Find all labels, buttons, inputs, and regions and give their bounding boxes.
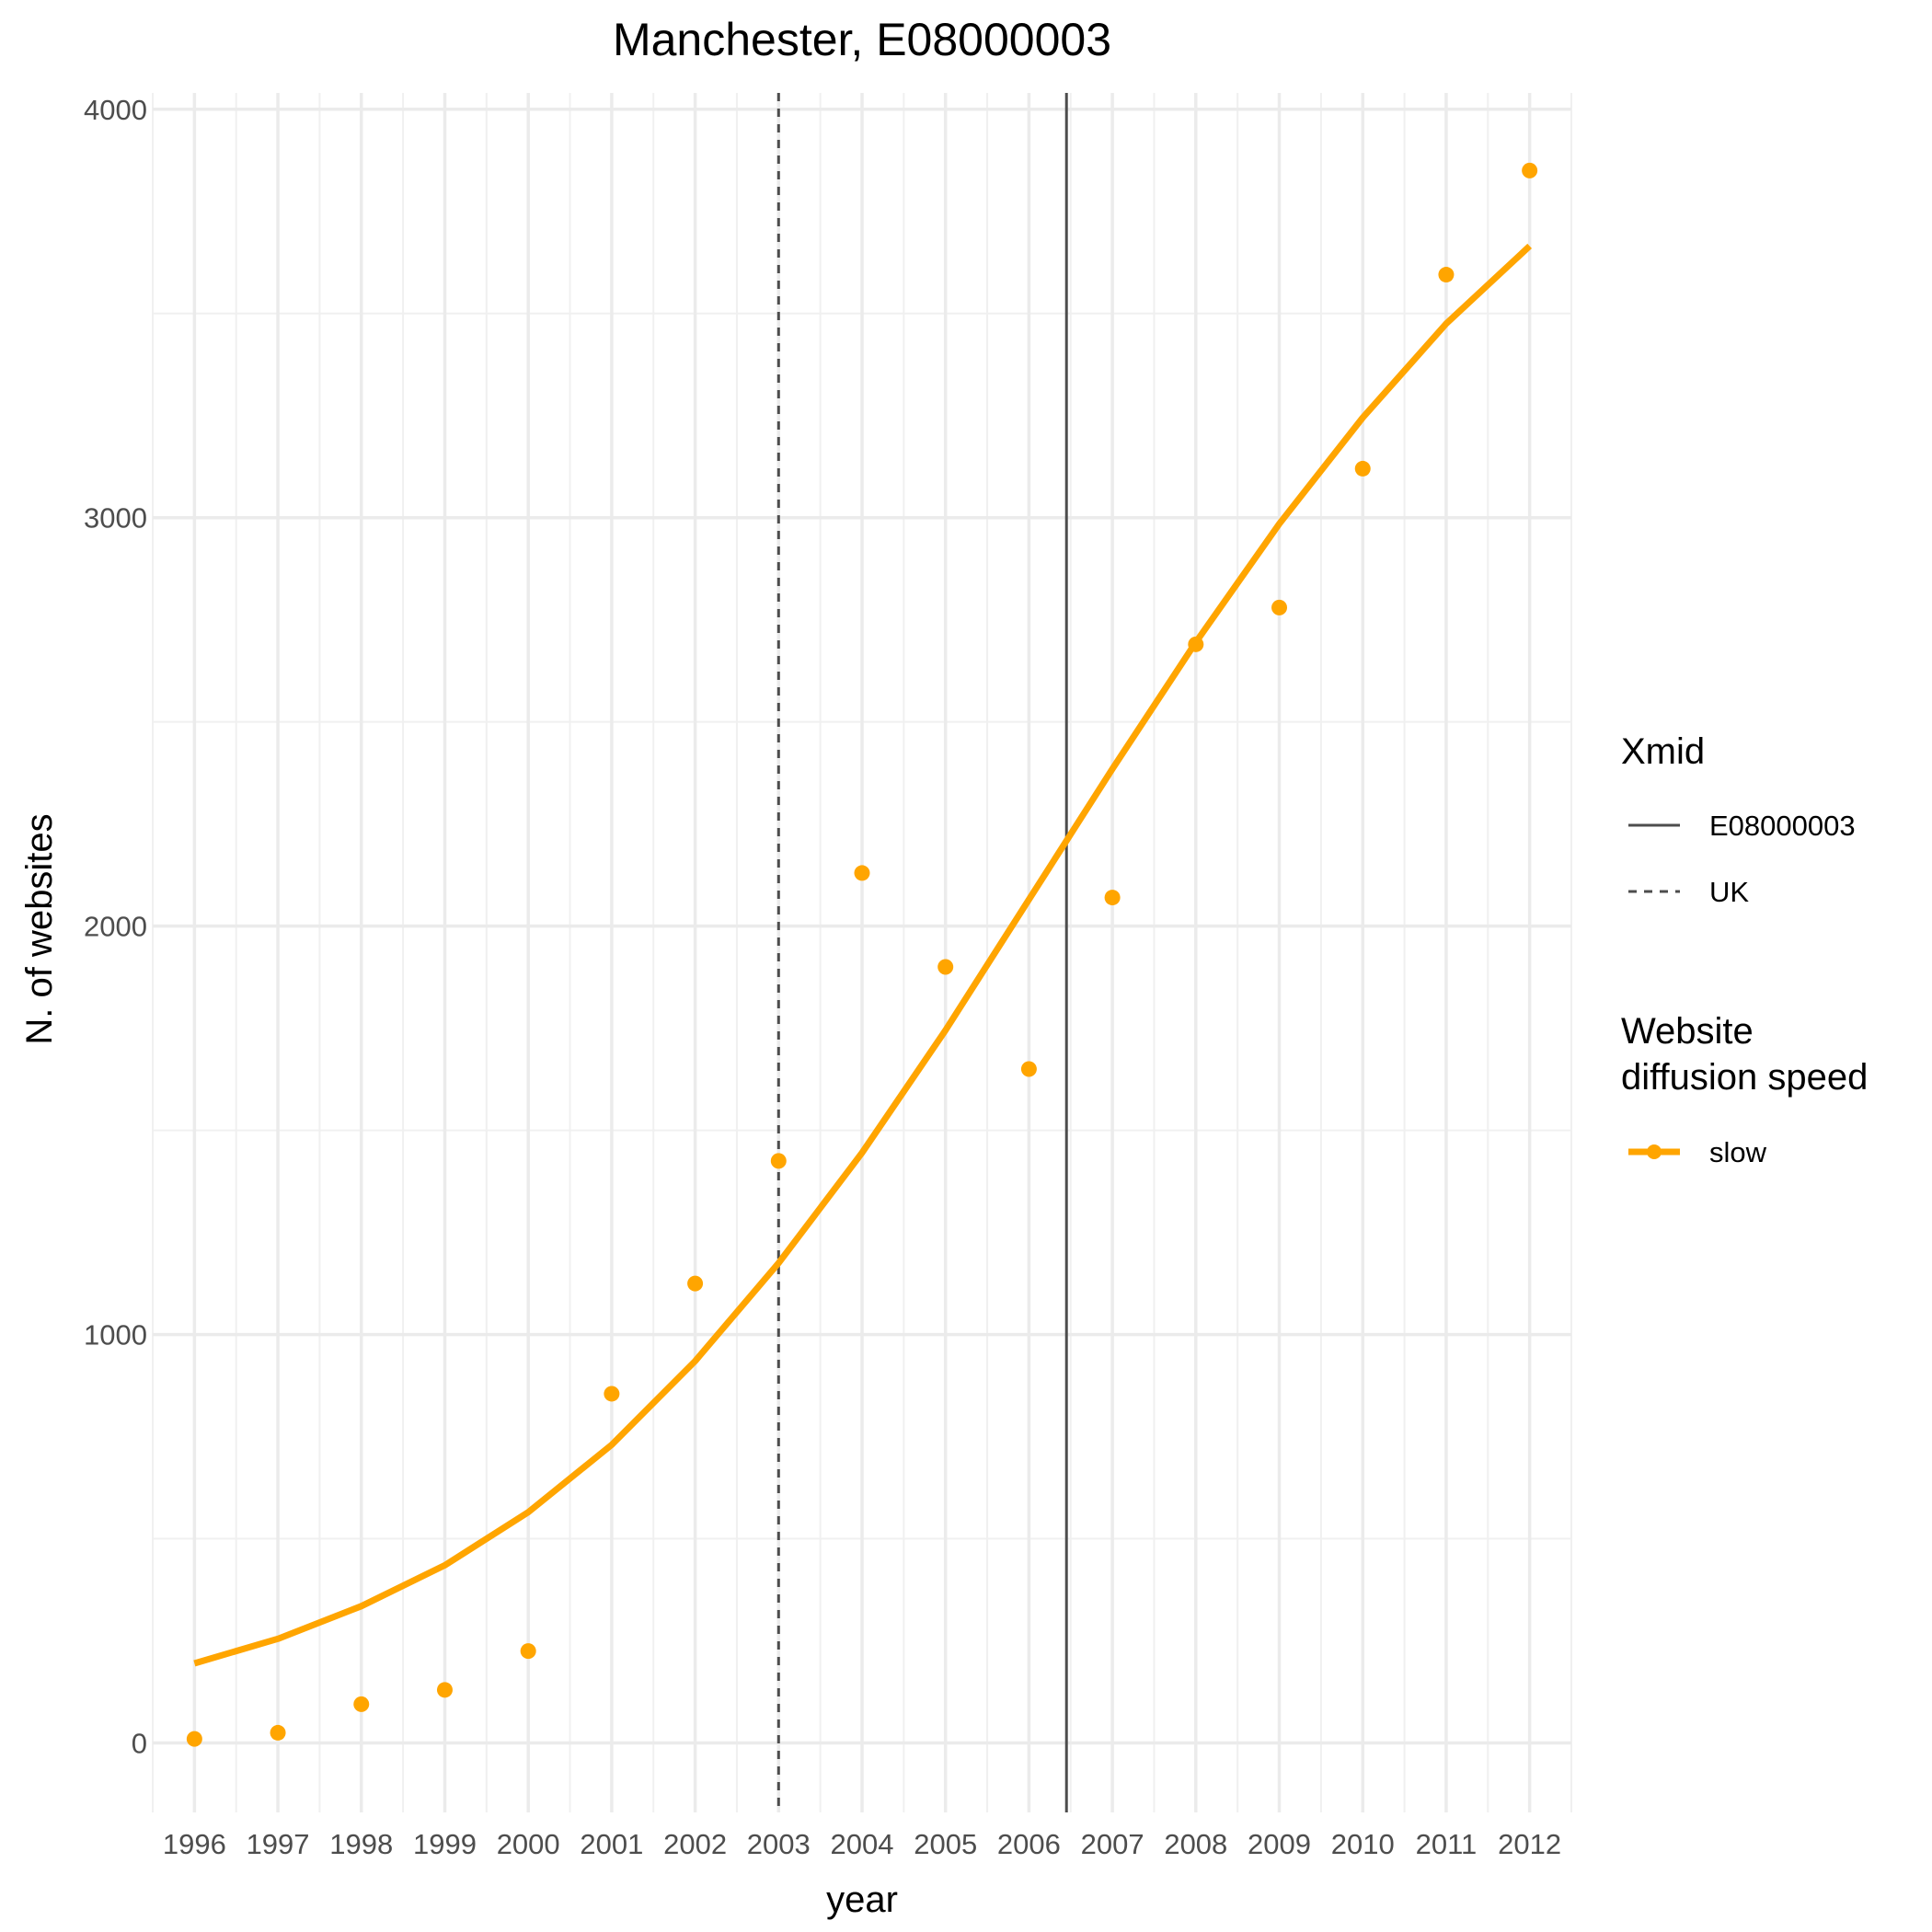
x-tick-label: 1997	[247, 1828, 310, 1860]
legend-title-line-1: Website	[1621, 1011, 1754, 1052]
data-point	[1438, 267, 1455, 283]
y-tick-label: 1000	[84, 1319, 147, 1351]
x-tick-label: 2004	[831, 1828, 894, 1860]
x-tick-label: 2011	[1416, 1828, 1478, 1860]
x-tick-label: 1998	[329, 1828, 393, 1860]
x-tick-label: 2009	[1248, 1828, 1311, 1860]
x-tick-label: 2001	[580, 1828, 643, 1860]
legend-title-xmid: Xmid	[1621, 731, 1705, 772]
x-tick-label: 1999	[413, 1828, 477, 1860]
legend-label-e08000003: E08000003	[1709, 810, 1856, 842]
data-point	[270, 1724, 286, 1741]
x-tick-label: 2010	[1331, 1828, 1395, 1860]
grid	[152, 93, 1572, 1812]
x-tick-label: 1996	[163, 1828, 226, 1860]
legend: Xmid E08000003 UK Website diffusion spee…	[1621, 731, 1868, 1168]
data-point	[353, 1696, 370, 1712]
y-tick-label: 4000	[84, 94, 147, 126]
legend-label-uk: UK	[1709, 876, 1749, 908]
x-tick-label: 2005	[914, 1828, 977, 1860]
x-tick-label: 2012	[1498, 1828, 1561, 1860]
chart-title: Manchester, E08000003	[613, 14, 1111, 65]
y-tick-label: 0	[132, 1728, 147, 1760]
data-point	[520, 1643, 536, 1660]
x-axis-ticks: 1996 1997 1998 1999 2000 2001 2002 2003 2004 2005…	[163, 1828, 1561, 1860]
x-tick-label: 2003	[747, 1828, 811, 1860]
data-point	[604, 1386, 620, 1402]
y-tick-label: 3000	[84, 502, 147, 535]
data-point	[1104, 890, 1121, 906]
x-axis-title: year	[826, 1880, 898, 1920]
data-point	[770, 1153, 787, 1169]
data-point	[1271, 599, 1288, 615]
y-axis-title: N. of websites	[19, 813, 60, 1044]
data-point	[937, 959, 954, 975]
reference-lines	[776, 93, 1068, 1812]
data-point	[687, 1275, 704, 1292]
data-point	[1522, 162, 1538, 178]
data-point	[1020, 1061, 1037, 1077]
x-tick-label: 2000	[497, 1828, 560, 1860]
x-tick-label: 2007	[1081, 1828, 1144, 1860]
x-tick-label: 2008	[1164, 1828, 1227, 1860]
data-point	[1188, 636, 1204, 652]
data-point	[1354, 460, 1371, 477]
legend-key-slow-point	[1647, 1144, 1662, 1159]
legend-label-slow: slow	[1709, 1136, 1767, 1168]
data-point	[436, 1682, 453, 1698]
x-tick-label: 2002	[663, 1828, 727, 1860]
data-point	[854, 865, 870, 881]
fitted-line-slow	[193, 243, 1533, 1667]
y-axis-ticks: 0 1000 2000 3000 4000	[84, 94, 147, 1760]
x-tick-label: 2006	[997, 1828, 1061, 1860]
y-tick-label: 2000	[84, 911, 147, 943]
legend-title-line-2: diffusion speed	[1621, 1057, 1868, 1098]
series	[186, 162, 1538, 1747]
data-point	[186, 1731, 202, 1747]
